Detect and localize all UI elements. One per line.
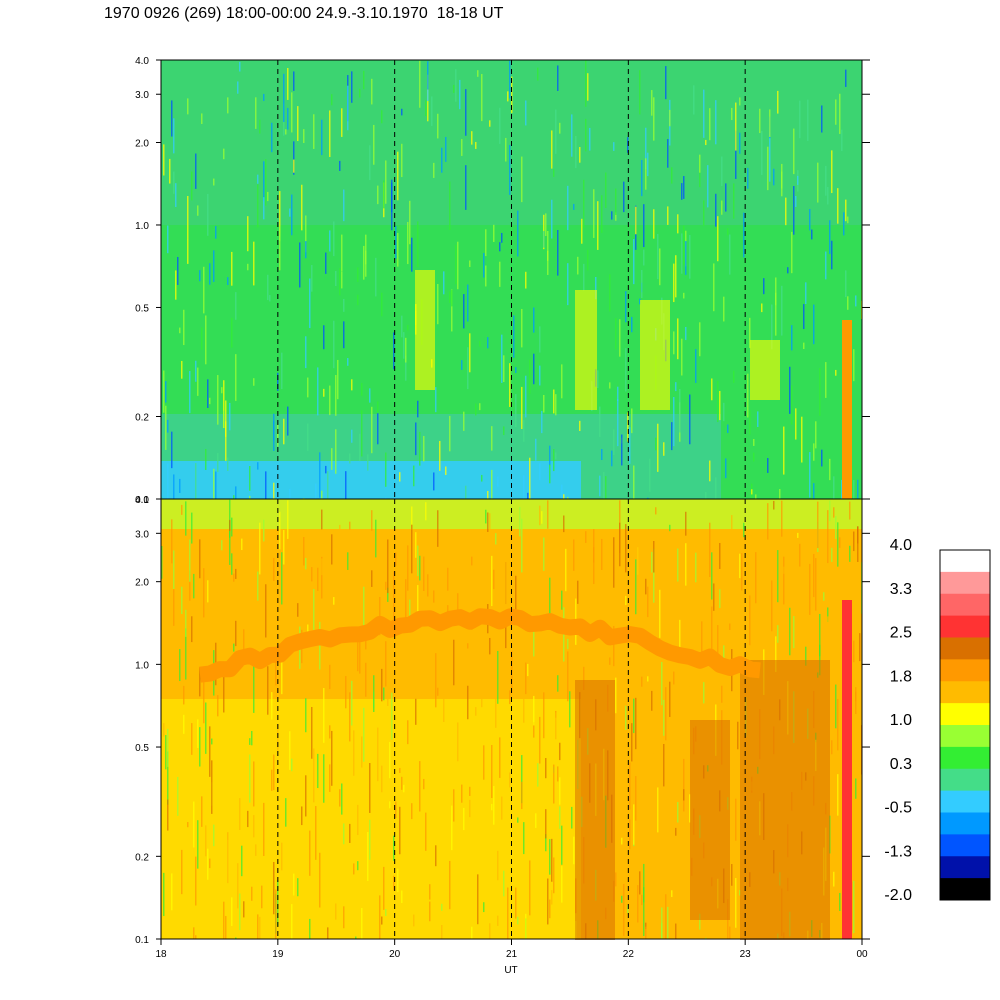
colorbar-swatch	[940, 550, 990, 573]
y-tick-label: 1.0	[135, 660, 149, 671]
y-tick-label: 3.0	[135, 529, 149, 540]
x-tick-label: 21	[506, 949, 518, 960]
colorbar-swatch	[940, 834, 990, 857]
colorbar-swatch	[940, 659, 990, 682]
x-tick-label: 00	[856, 949, 868, 960]
colorbar-label: -1.3	[884, 843, 912, 860]
colorbar-label: 1.0	[890, 712, 912, 729]
colorbar-label: -2.0	[884, 887, 912, 904]
colorbar-swatch	[940, 856, 990, 879]
colorbar-swatch	[940, 593, 990, 617]
x-tick-label: 19	[272, 949, 284, 960]
y-tick-label: 1.0	[135, 221, 149, 232]
colorbar-frame	[939, 549, 991, 901]
y-tick-label: 0.2	[135, 413, 149, 424]
x-tick-label: 23	[740, 949, 752, 960]
x-tick-label: 22	[623, 949, 635, 960]
y-tick-label: 0.1	[135, 935, 149, 946]
colorbar-swatch	[940, 746, 990, 770]
y-tick-label: 2.0	[135, 578, 149, 589]
y-tick-label: 0.1	[135, 495, 149, 506]
chart-title: 1970 0926 (269) 18:00-00:00 24.9.-3.10.1…	[104, 5, 504, 22]
colorbar-label: 1.8	[890, 668, 912, 685]
colorbar-swatch	[940, 703, 990, 726]
x-tick-label: 20	[389, 949, 401, 960]
colorbar-label: 4.0	[890, 537, 912, 554]
x-tick-label: 18	[155, 949, 167, 960]
colorbar-swatch	[940, 725, 990, 748]
colorbar-swatch	[940, 768, 990, 792]
y-tick-label: 2.0	[135, 138, 149, 149]
colorbar-swatch	[940, 790, 990, 813]
y-tick-label: 3.0	[135, 90, 149, 101]
y-tick-label: 4.0	[135, 56, 149, 67]
colorbar-swatch	[940, 571, 990, 595]
x-axis-label: UT	[504, 965, 517, 976]
colorbar-swatch	[940, 878, 990, 901]
colorbar-label: 3.3	[890, 581, 912, 598]
colorbar-swatch	[940, 812, 990, 835]
colorbar-label: 0.3	[890, 756, 912, 773]
y-tick-label: 4.0	[135, 495, 149, 506]
colorbar-label: 2.5	[890, 625, 912, 642]
colorbar-label: -0.5	[884, 800, 912, 817]
colorbar-swatch	[940, 637, 990, 660]
y-tick-label: 0.2	[135, 852, 149, 863]
colorbar-swatch	[940, 681, 990, 704]
y-tick-label: 0.5	[135, 743, 149, 754]
y-tick-label: 0.5	[135, 303, 149, 314]
colorbar-swatch	[940, 615, 990, 638]
